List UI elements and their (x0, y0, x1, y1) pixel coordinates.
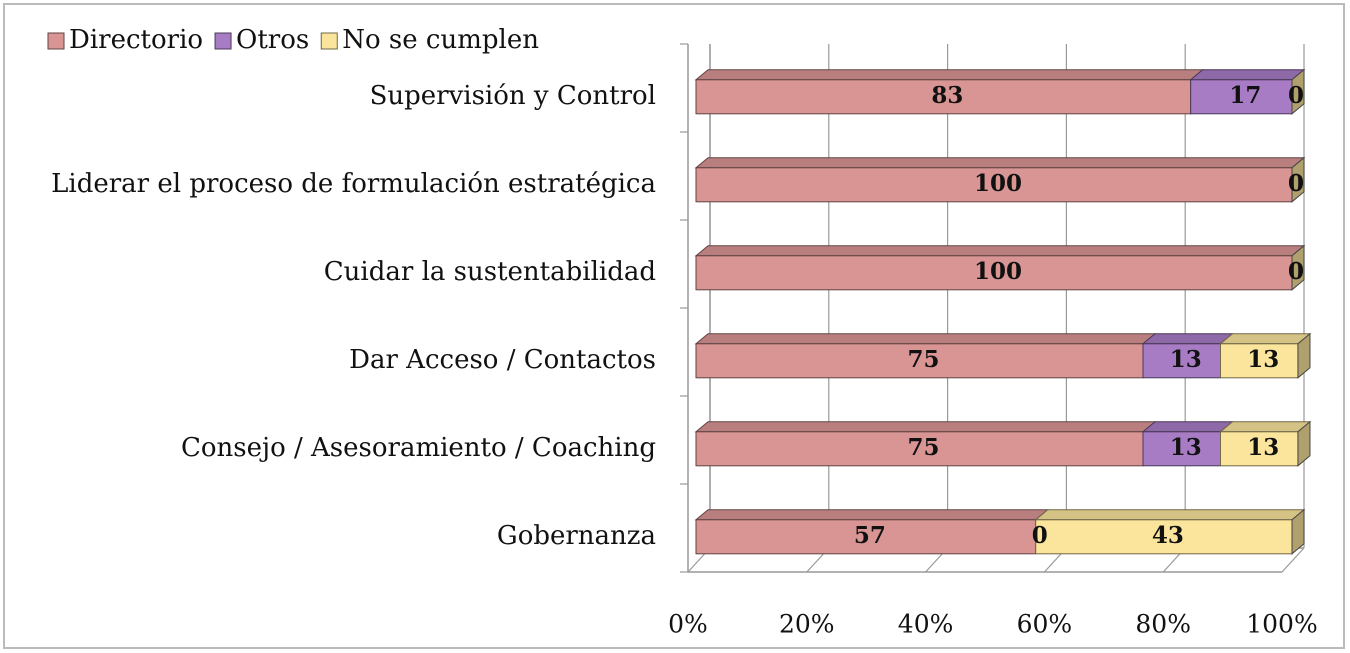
x-tick-label: 80% (1135, 610, 1191, 639)
value-label: 0 (1288, 170, 1304, 197)
x-tick-label: 40% (898, 610, 954, 639)
value-label: 0 (1288, 258, 1304, 285)
category-label: Dar Acceso / Contactos (349, 345, 656, 375)
bar-top (1219, 421, 1312, 433)
bar-top (694, 333, 1157, 345)
category-label: Supervisión y Control (370, 81, 656, 111)
category-label: Liderar el proceso de formulación estrat… (51, 169, 656, 199)
x-tick-label: 20% (779, 610, 835, 639)
legend-label: Otros (236, 25, 309, 55)
bar (695, 255, 1293, 291)
bar (695, 431, 1144, 467)
value-label: 0 (1032, 522, 1048, 549)
chart-frame (3, 3, 1345, 649)
value-label: 100 (974, 170, 1022, 197)
legend-swatch (214, 32, 232, 50)
bar-end (1297, 420, 1311, 467)
value-label: 100 (974, 258, 1022, 285)
value-label: 13 (1247, 346, 1279, 373)
x-tick-label: 0% (668, 610, 708, 639)
floor-line (1281, 547, 1305, 573)
bar-end (1297, 332, 1311, 379)
bar-top (694, 245, 1306, 257)
legend-swatch (320, 32, 338, 50)
bar-top (1034, 509, 1306, 521)
bar (1219, 431, 1299, 467)
bar (695, 79, 1192, 115)
bar-top (1219, 333, 1312, 345)
value-label: 83 (931, 82, 963, 109)
legend-label: No se cumplen (342, 25, 539, 55)
bar (695, 343, 1144, 379)
value-label: 0 (1288, 82, 1304, 109)
bar-top (694, 69, 1205, 81)
value-label: 0 (1288, 258, 1304, 285)
category-label: Consejo / Asesoramiento / Coaching (181, 433, 656, 463)
value-label: 13 (1170, 434, 1202, 461)
x-tick-label: 100% (1246, 610, 1317, 639)
value-label: 75 (907, 346, 939, 373)
legend-swatch (47, 32, 65, 50)
x-tick-label: 60% (1017, 610, 1073, 639)
bar (1190, 79, 1293, 115)
bar-top (694, 421, 1157, 433)
value-label: 13 (1170, 346, 1202, 373)
bar-end (1291, 244, 1305, 291)
bar (1142, 343, 1221, 379)
category-label: Cuidar la sustentabilidad (324, 257, 656, 287)
bar-top (1141, 421, 1234, 433)
bar-end (1291, 508, 1305, 555)
bar (1035, 519, 1293, 555)
bar-end (1291, 68, 1305, 115)
value-label: 75 (907, 434, 939, 461)
bar (695, 167, 1293, 203)
bar-top (1141, 333, 1234, 345)
category-label: Gobernanza (497, 521, 656, 551)
legend-label: Directorio (69, 25, 203, 55)
bar (1142, 431, 1221, 467)
bar-top (694, 509, 1050, 521)
value-label: 0 (1288, 170, 1304, 197)
bar-end (1291, 156, 1305, 203)
value-label: 57 (854, 522, 886, 549)
bar-top (1189, 69, 1306, 81)
bar (695, 519, 1037, 555)
value-label: 17 (1229, 82, 1261, 109)
bar-top (694, 157, 1306, 169)
value-label: 43 (1152, 522, 1184, 549)
value-label: 13 (1247, 434, 1279, 461)
